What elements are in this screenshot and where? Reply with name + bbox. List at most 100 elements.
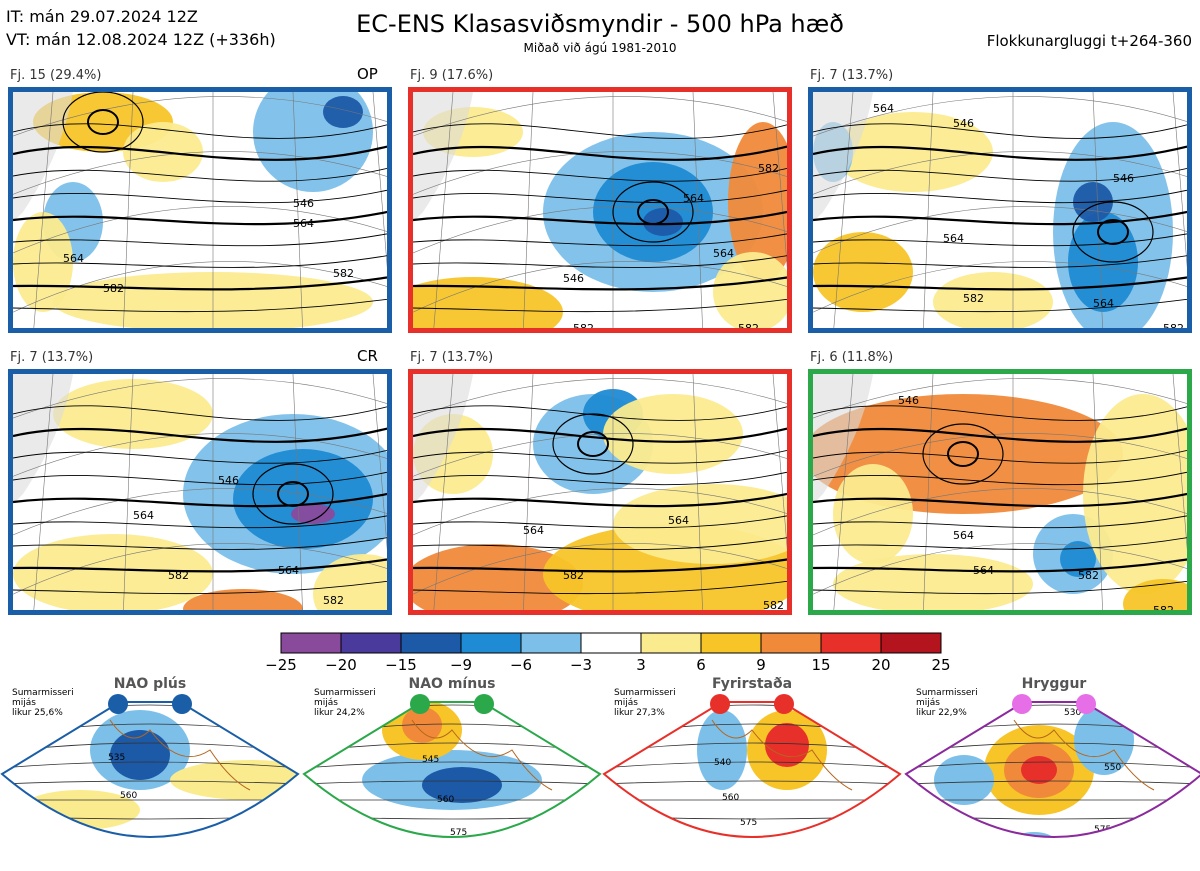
height-contour — [413, 449, 787, 464]
contour-label: 546 — [1113, 172, 1134, 185]
height-contour — [277, 481, 309, 507]
height-contour — [13, 255, 387, 268]
height-contour — [1072, 201, 1154, 263]
coastline — [1013, 719, 1155, 791]
anomaly-area — [413, 277, 563, 328]
graticule-line — [413, 543, 787, 595]
cluster-label: Fj. 6 (11.8%) — [810, 350, 894, 365]
height-contour — [413, 210, 787, 226]
contour-label: 564 — [133, 509, 154, 522]
height-contour — [13, 276, 387, 291]
anomaly-area — [110, 730, 170, 780]
graticule-line — [413, 206, 787, 254]
height-contour — [813, 276, 1187, 291]
anomaly-area — [422, 767, 502, 803]
graticule-line — [13, 206, 387, 254]
graticule-line — [692, 374, 703, 610]
graticule-line — [13, 151, 387, 195]
cluster-map-panel: 546 564 582 564 582 — [8, 87, 392, 333]
regime-info-line: mijás — [614, 698, 638, 708]
graticule-line — [1172, 92, 1187, 268]
height-contour — [2, 780, 298, 785]
regime-info-line: Sumarmisseri — [614, 688, 676, 698]
contour-label: 535 — [108, 753, 125, 763]
height-contour — [413, 145, 787, 161]
anomaly-area — [713, 252, 787, 328]
colorbar-tick-label: −3 — [569, 656, 593, 674]
cluster-map: 564 564 582 582 — [413, 374, 787, 610]
cluster-map-panel: 564 564 582 582 — [408, 369, 792, 615]
height-contour — [13, 167, 387, 182]
graticule-line — [33, 374, 54, 610]
height-contour — [906, 780, 1200, 785]
colorbar-swatch — [580, 632, 642, 654]
contour-label: 564 — [943, 232, 964, 245]
graticule-line — [833, 374, 854, 610]
cluster-map: 546 564 582 564 582 — [13, 92, 387, 328]
height-contour — [1097, 219, 1129, 245]
graticule-line — [372, 92, 387, 268]
height-contour — [577, 431, 609, 457]
graticule-line — [772, 374, 787, 550]
cluster-map-panel: 564 546 564 582 582 582 — [408, 87, 792, 333]
anomaly-area — [313, 554, 387, 610]
colorbar-swatch — [460, 632, 522, 654]
weather-regime: 535 560 NAO plús Sumarmisseri mijás likur 25,… — [0, 676, 300, 870]
cluster-map: 546 564 582 564 582 — [813, 374, 1187, 610]
anomaly-area — [323, 96, 363, 128]
contour-label: 582 — [963, 292, 984, 305]
graticule-line — [813, 543, 1187, 595]
contour-label: 564 — [293, 217, 314, 230]
graticule-line — [523, 92, 534, 328]
height-contour — [87, 109, 119, 135]
contour-label: 582 — [103, 282, 124, 295]
anomaly-area — [765, 723, 809, 767]
colorbar-swatch — [700, 632, 762, 654]
page-subtitle: Miðað við ágú 1981-2010 — [523, 41, 677, 55]
height-contour — [813, 405, 1187, 421]
height-contour — [413, 558, 787, 573]
colorbar-tick-label: 25 — [931, 656, 951, 674]
regime-info: Sumarmisseri mijás likur 22,9% — [916, 688, 978, 718]
height-contour — [947, 441, 979, 467]
height-contour — [813, 189, 1187, 204]
regime-info-line: likur 25,6% — [12, 708, 63, 718]
contour-label: 582 — [1153, 604, 1174, 610]
contour-label: 582 — [1078, 569, 1099, 582]
graticule-line — [833, 92, 854, 328]
colorbar-tick-label: −20 — [325, 656, 357, 674]
graticule-line — [923, 92, 934, 328]
cluster-tag: OP — [357, 65, 378, 83]
regime-info-line: Sumarmisseri — [314, 688, 376, 698]
height-contour — [13, 233, 387, 247]
height-contour — [813, 471, 1187, 486]
contour-label: 564 — [63, 252, 84, 265]
height-contour — [13, 471, 387, 486]
height-contour — [13, 515, 387, 529]
contour-label: 564 — [523, 524, 544, 537]
graticule-line — [13, 261, 387, 313]
graticule-line — [813, 433, 1187, 477]
height-contour — [413, 515, 787, 529]
height-contour — [13, 427, 387, 443]
regime-marker-dot — [710, 694, 730, 714]
height-contour — [413, 123, 787, 139]
graticule-line — [923, 374, 934, 610]
height-contour — [813, 123, 1187, 139]
regime-info-line: mijás — [916, 698, 940, 708]
graticule-line — [433, 374, 454, 610]
height-contour — [906, 761, 1200, 769]
graticule-line — [413, 378, 787, 419]
graticule-line — [813, 151, 1187, 195]
regime-info-line: mijás — [12, 698, 36, 708]
graticule-line — [292, 92, 303, 328]
regime-outline — [302, 701, 602, 838]
regime-outline — [0, 701, 300, 838]
contour-label: 564 — [668, 514, 689, 527]
colorbar-swatch — [520, 632, 582, 654]
graticule-line — [123, 92, 134, 328]
coastline — [711, 719, 853, 791]
height-contour — [813, 145, 1187, 161]
graticule-line — [413, 96, 787, 137]
